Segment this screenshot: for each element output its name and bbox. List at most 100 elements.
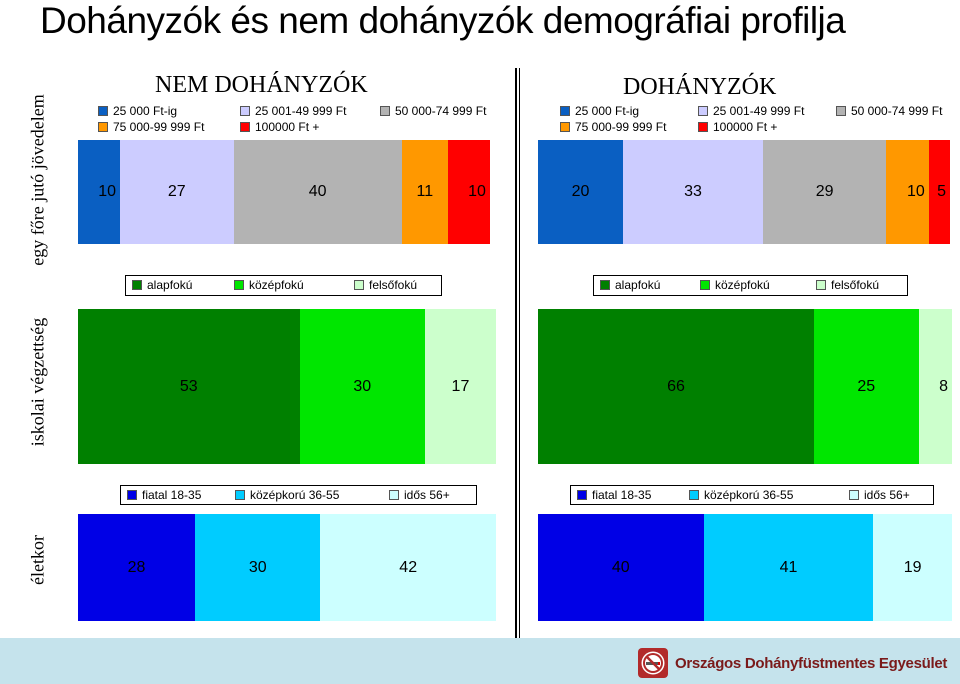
data-label: 20 bbox=[571, 183, 590, 200]
legend-item: idős 56+ bbox=[389, 488, 450, 502]
row-label-age: életkor bbox=[27, 535, 48, 585]
education-non-smokers-bar: 53 30 17 bbox=[78, 309, 496, 464]
group-divider-inner bbox=[519, 68, 520, 638]
legend-label: fiatal 18-35 bbox=[142, 488, 202, 502]
legend-item: középkorú 36-55 bbox=[689, 488, 793, 502]
legend-label: idős 56+ bbox=[864, 488, 910, 502]
bar-segment: 42 bbox=[320, 514, 496, 621]
legend-item: középfokú bbox=[234, 278, 304, 292]
bar-segment: 20 bbox=[538, 140, 623, 244]
data-label: 40 bbox=[308, 183, 327, 200]
education-non-smokers-legend: alapfokú középfokú felsőfokú bbox=[125, 275, 442, 296]
bar-segment: 17 bbox=[424, 309, 496, 464]
legend-swatch bbox=[389, 490, 399, 500]
education-smokers-legend: alapfokú középfokú felsőfokú bbox=[593, 275, 908, 296]
page-title: Dohányzók és nem dohányzók demográfiai p… bbox=[40, 0, 846, 41]
legend-swatch bbox=[235, 490, 245, 500]
data-label: 25 bbox=[857, 377, 876, 395]
legend-label: alapfokú bbox=[147, 278, 193, 292]
bar-segment: 30 bbox=[299, 309, 425, 464]
bar-segment: 41 bbox=[703, 514, 874, 621]
legend-swatch bbox=[380, 106, 390, 116]
bar-segment: 40 bbox=[538, 514, 704, 621]
bar-segment: 33 bbox=[622, 140, 764, 244]
age-smokers-legend: fiatal 18-35 középkorú 36-55 idős 56+ bbox=[570, 485, 934, 505]
row-label-income: egy főre jutó jövedelem bbox=[27, 94, 48, 266]
legend-label: középkorú 36-55 bbox=[704, 488, 794, 502]
bar-segment: 53 bbox=[78, 309, 300, 464]
legend-label: 100000 Ft + bbox=[713, 120, 778, 134]
legend-item: fiatal 18-35 bbox=[127, 488, 201, 502]
legend-swatch bbox=[836, 106, 846, 116]
legend-item: 50 000-74 999 Ft bbox=[836, 104, 942, 118]
data-label: 53 bbox=[179, 377, 198, 395]
legend-item: 25 000 Ft-ig bbox=[98, 104, 177, 118]
legend-label: 25 001-49 999 Ft bbox=[713, 104, 805, 118]
legend-swatch bbox=[560, 122, 570, 132]
legend-label: fiatal 18-35 bbox=[592, 488, 652, 502]
legend-item: fiatal 18-35 bbox=[577, 488, 651, 502]
bar-segment: 11 bbox=[401, 140, 448, 244]
data-label: 66 bbox=[667, 377, 685, 395]
legend-swatch bbox=[698, 122, 708, 132]
legend-swatch bbox=[354, 280, 364, 290]
bar-segment: 10 bbox=[886, 140, 929, 244]
group-header-non-smokers: NEM DOHÁNYZÓK bbox=[155, 72, 368, 98]
legend-swatch bbox=[849, 490, 859, 500]
legend-item: 25 001-49 999 Ft bbox=[698, 104, 804, 118]
legend-swatch bbox=[698, 106, 708, 116]
legend-item: 100000 Ft + bbox=[698, 120, 777, 134]
income-non-smokers-legend: 25 000 Ft-ig 25 001-49 999 Ft 50 000-74 99… bbox=[98, 104, 498, 134]
legend-label: felsőfokú bbox=[831, 278, 880, 292]
legend-item: 25 000 Ft-ig bbox=[560, 104, 639, 118]
bar-segment: 30 bbox=[195, 514, 321, 621]
group-header-smokers: DOHÁNYZÓK bbox=[623, 74, 777, 100]
bar-segment: 5 bbox=[928, 140, 950, 244]
income-smokers-legend: 25 000 Ft-ig 25 001-49 999 Ft 50 000-74 99… bbox=[560, 104, 955, 134]
data-label: 10 bbox=[906, 183, 925, 200]
legend-label: 75 000-99 999 Ft bbox=[113, 120, 205, 134]
legend-item: középfokú bbox=[700, 278, 770, 292]
legend-label: középfokú bbox=[249, 278, 304, 292]
data-label: 30 bbox=[248, 558, 267, 576]
group-divider bbox=[515, 68, 517, 638]
legend-swatch bbox=[98, 106, 108, 116]
legend-swatch bbox=[98, 122, 108, 132]
data-label: 19 bbox=[903, 558, 922, 576]
no-smoking-icon bbox=[638, 648, 668, 678]
legend-item: felsőfokú bbox=[816, 278, 879, 292]
data-label: 30 bbox=[353, 377, 372, 395]
legend-label: 100000 Ft + bbox=[255, 120, 320, 134]
data-label: 8 bbox=[939, 377, 948, 395]
legend-label: felsőfokú bbox=[369, 278, 418, 292]
organization-name: Országos Dohányfüstmentes Egyesület bbox=[675, 655, 948, 672]
legend-swatch bbox=[234, 280, 244, 290]
data-label: 27 bbox=[167, 183, 186, 200]
data-label: 42 bbox=[399, 558, 418, 576]
footer bbox=[0, 638, 960, 684]
legend-item: 75 000-99 999 Ft bbox=[560, 120, 666, 134]
legend-item: 50 000-74 999 Ft bbox=[380, 104, 486, 118]
bar-segment: 25 bbox=[814, 309, 919, 464]
legend-item: alapfokú bbox=[600, 278, 660, 292]
data-label: 41 bbox=[779, 558, 798, 576]
legend-swatch bbox=[240, 122, 250, 132]
legend-swatch bbox=[600, 280, 610, 290]
bar-segment: 10 bbox=[78, 140, 121, 244]
legend-label: 50 000-74 999 Ft bbox=[851, 104, 943, 118]
legend-item: 75 000-99 999 Ft bbox=[98, 120, 204, 134]
data-label: 17 bbox=[451, 377, 470, 395]
legend-swatch bbox=[689, 490, 699, 500]
legend-swatch bbox=[816, 280, 826, 290]
legend-label: 25 000 Ft-ig bbox=[575, 104, 640, 118]
data-label: 29 bbox=[815, 183, 834, 200]
age-non-smokers-bar: 28 30 42 bbox=[78, 514, 496, 621]
row-label-education: iskolai végzettség bbox=[27, 317, 48, 447]
legend-item: felsőfokú bbox=[354, 278, 417, 292]
legend-item: középkorú 36-55 bbox=[235, 488, 339, 502]
legend-item: alapfokú bbox=[132, 278, 192, 292]
legend-label: középkorú 36-55 bbox=[250, 488, 340, 502]
age-non-smokers-legend: fiatal 18-35 középkorú 36-55 idős 56+ bbox=[120, 485, 477, 505]
legend-swatch bbox=[577, 490, 587, 500]
legend-label: 25 001-49 999 Ft bbox=[255, 104, 347, 118]
